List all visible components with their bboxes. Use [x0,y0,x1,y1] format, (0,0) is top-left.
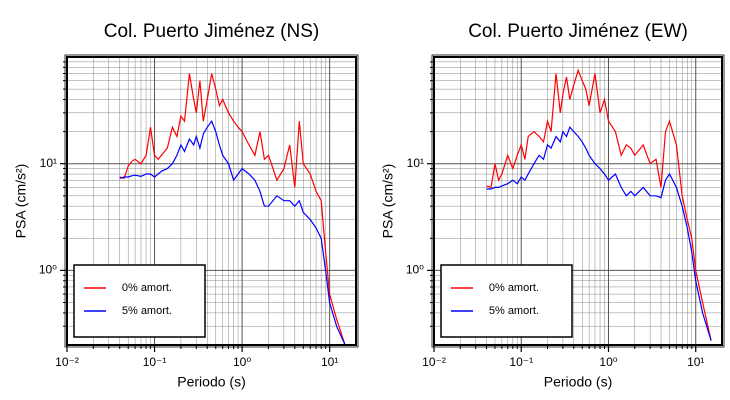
plot-frame-outer [431,54,725,348]
chart-title: Col. Puerto Jiménez (NS) [104,21,319,42]
x-axis-label: Periodo (s) [177,374,245,390]
x-axis-label: Periodo (s) [544,374,612,390]
y-axis-label: PSA (cm/s²) [380,164,396,239]
y-tick-label: 10¹ [407,156,424,170]
plot-frame [433,56,723,346]
legend-label: 5% amort. [489,305,539,317]
plot-frame [66,56,357,346]
chart-title: Col. Puerto Jiménez (EW) [468,21,688,42]
x-tick-label: 10⁰ [233,355,251,369]
series-line [486,68,712,341]
legend-label: 0% amort. [122,282,172,294]
x-tick-label: 10⁰ [599,355,617,369]
x-tick-label: 10⁻¹ [143,355,167,369]
x-tick-label: 10¹ [687,355,704,369]
series-line [119,119,346,345]
series-line [119,73,346,345]
x-tick-label: 10⁻¹ [509,355,533,369]
panel: Col. Puerto Jiménez (NS) Periodo (s) PSA (… [13,21,359,390]
legend-label: 5% amort. [122,305,172,317]
y-tick-label: 10⁰ [39,263,57,277]
panel: Col. Puerto Jiménez (EW) Periodo (s) PSA (… [380,21,725,390]
x-tick-label: 10⁻² [422,355,446,369]
y-axis-label: PSA (cm/s²) [13,164,29,239]
y-tick-label: 10¹ [40,156,57,170]
legend-label: 0% amort. [489,282,539,294]
x-tick-label: 10⁻² [55,355,79,369]
plot-frame-outer [64,54,359,348]
y-tick-label: 10⁰ [406,263,424,277]
series-line [486,126,712,341]
legend-box [440,264,573,338]
legend-box [73,264,206,338]
x-tick-label: 10¹ [321,355,338,369]
